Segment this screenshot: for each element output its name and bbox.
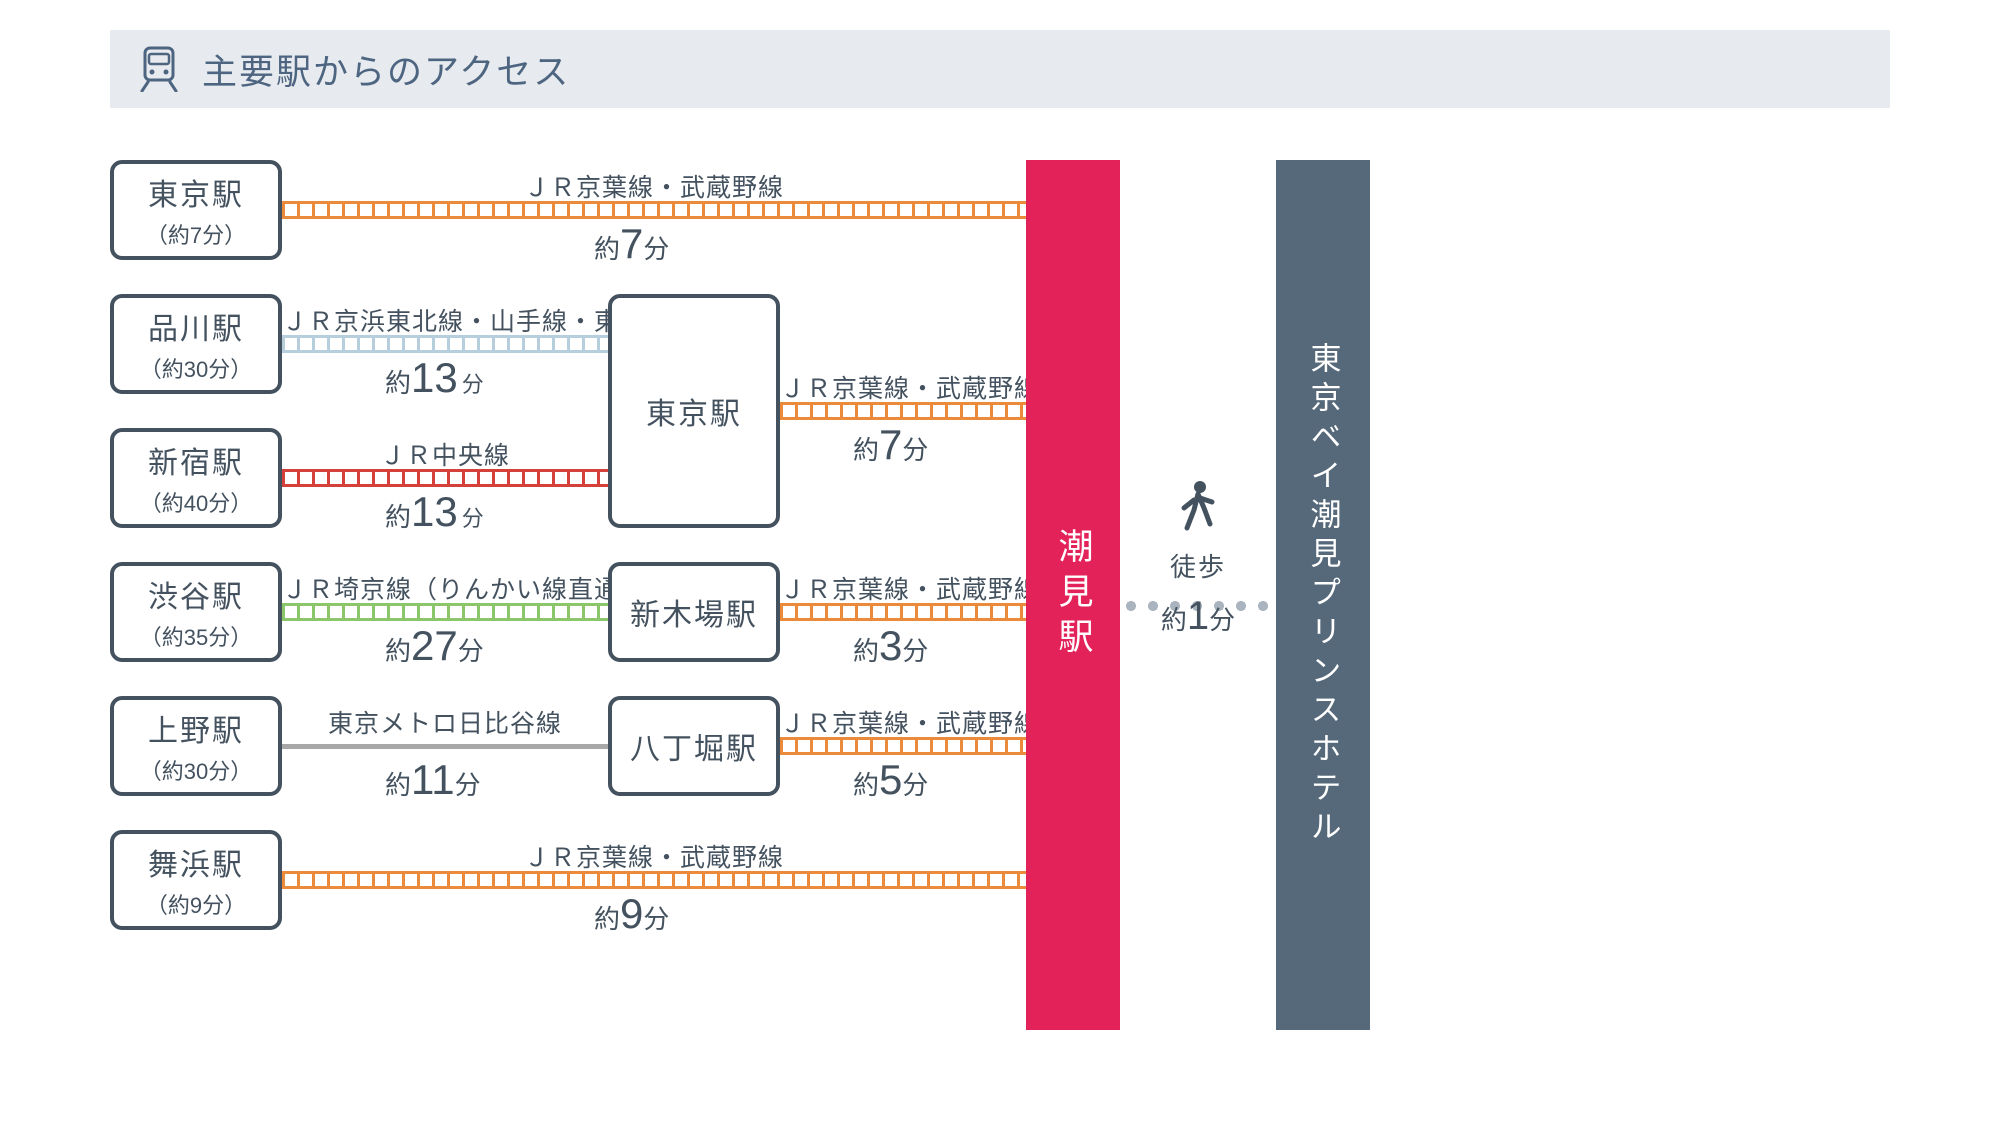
origin-total-time: （約30分） bbox=[140, 754, 252, 786]
walk-label: 徒歩 bbox=[1128, 547, 1268, 584]
segment-time: 約9分 bbox=[594, 890, 669, 938]
transfer-name: 東京駅 bbox=[646, 389, 742, 433]
line-name: ＪＲ京葉線・武蔵野線 bbox=[780, 369, 1026, 405]
transfer-name: 新木場駅 bbox=[630, 590, 758, 634]
transfer-station: 東京駅 bbox=[608, 294, 780, 528]
segment-time: 約27分 bbox=[385, 622, 484, 670]
origin-station: 渋谷駅 （約35分） bbox=[110, 562, 282, 662]
walk-time: 約1分 bbox=[1128, 594, 1268, 639]
hotel-box: 東京ベイ潮見プリンスホテル bbox=[1276, 160, 1370, 1030]
origin-station: 品川駅 （約30分） bbox=[110, 294, 282, 394]
origin-name: 東京駅 bbox=[148, 170, 244, 214]
line-name: 東京メトロ日比谷線 bbox=[282, 704, 608, 740]
segment-time: 約13分 bbox=[385, 354, 484, 402]
line-name: ＪＲ京葉線・武蔵野線 bbox=[282, 838, 1026, 874]
access-diagram: 東京駅 （約7分） 品川駅 （約30分） 新宿駅 （約40分） 渋谷駅 （約35分） 上野駅 （約… bbox=[110, 160, 1890, 1040]
segment-time: 約11分 bbox=[385, 756, 481, 804]
walk-icon bbox=[1176, 480, 1220, 536]
origin-station: 東京駅 （約7分） bbox=[110, 160, 282, 260]
line-name: ＪＲ京葉線・武蔵野線 bbox=[780, 570, 1026, 606]
origin-name: 品川駅 bbox=[148, 304, 244, 348]
origin-name: 渋谷駅 bbox=[148, 572, 244, 616]
origin-name: 上野駅 bbox=[148, 706, 244, 750]
train-icon bbox=[140, 46, 178, 92]
line-name: ＪＲ埼京線（りんかい線直通） bbox=[282, 570, 608, 606]
origin-name: 新宿駅 bbox=[148, 438, 244, 482]
walk-segment: 徒歩約1分 bbox=[1128, 480, 1268, 639]
transfer-name: 八丁堀駅 bbox=[630, 724, 758, 768]
rail-segment bbox=[282, 744, 608, 749]
origin-station: 舞浜駅 （約9分） bbox=[110, 830, 282, 930]
header-strip: 主要駅からのアクセス bbox=[110, 30, 1890, 108]
segment-time: 約7分 bbox=[594, 220, 669, 268]
origin-total-time: （約35分） bbox=[140, 620, 252, 652]
line-name: ＪＲ京葉線・武蔵野線 bbox=[780, 704, 1026, 740]
hotel-label: 東京ベイ潮見プリンスホテル bbox=[1301, 342, 1346, 849]
transfer-station: 新木場駅 bbox=[608, 562, 780, 662]
line-name: ＪＲ京葉線・武蔵野線 bbox=[282, 168, 1026, 204]
line-name: ＪＲ中央線 bbox=[282, 436, 608, 472]
segment-time: 約3分 bbox=[853, 622, 928, 670]
segment-time: 約7分 bbox=[853, 421, 928, 469]
origin-station: 新宿駅 （約40分） bbox=[110, 428, 282, 528]
origin-total-time: （約9分） bbox=[146, 888, 246, 920]
origin-name: 舞浜駅 bbox=[148, 840, 244, 884]
segment-time: 約13分 bbox=[385, 488, 484, 536]
transfer-station: 八丁堀駅 bbox=[608, 696, 780, 796]
origin-total-time: （約40分） bbox=[140, 486, 252, 518]
shiomi-label: 潮見駅 bbox=[1048, 528, 1099, 663]
origin-total-time: （約30分） bbox=[140, 352, 252, 384]
line-name: ＪＲ京浜東北線・山手線・東海道本線 bbox=[282, 302, 608, 338]
origin-total-time: （約7分） bbox=[146, 218, 246, 250]
origin-station: 上野駅 （約30分） bbox=[110, 696, 282, 796]
destination-station: 潮見駅 bbox=[1026, 160, 1120, 1030]
header-title: 主要駅からのアクセス bbox=[202, 44, 570, 95]
segment-time: 約5分 bbox=[853, 756, 928, 804]
